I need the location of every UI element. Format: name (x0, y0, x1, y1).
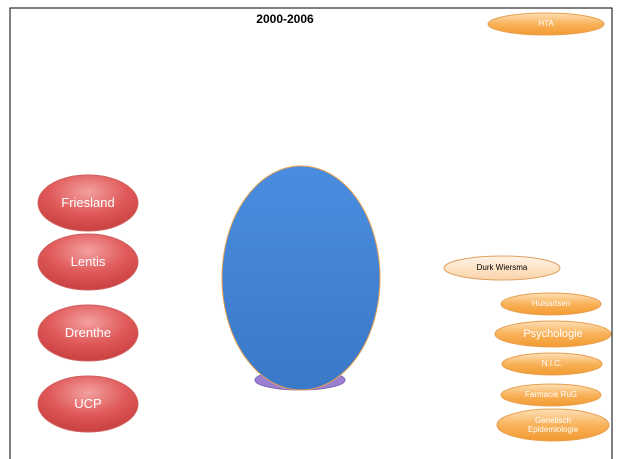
center-ellipse (221, 165, 381, 391)
node-psychologie (494, 320, 612, 348)
node-farmacie (500, 383, 602, 407)
node-genetisch (496, 408, 610, 442)
label: HTA (538, 19, 554, 29)
label: Friesland (61, 194, 115, 210)
label: Psychologie (523, 327, 583, 340)
label: Huisartsen (531, 299, 571, 309)
node-friesland (37, 174, 139, 232)
node-nic (501, 352, 603, 376)
label: Drenthe (64, 324, 112, 340)
node-lentis (37, 233, 139, 291)
label: Durk Wiersma (476, 263, 528, 273)
frame (9, 7, 613, 459)
node-ucp (37, 375, 139, 433)
node-huisartsen (500, 292, 602, 316)
label: Genetisch Epidemiologie (527, 415, 579, 434)
node-durk (443, 255, 561, 281)
label: N.I.C. (541, 359, 563, 369)
title: 2000-2006 (256, 12, 314, 27)
node-hta (487, 12, 605, 36)
label: Farmacie RuG (524, 390, 577, 400)
node-drenthe (37, 304, 139, 362)
label: UCP (74, 395, 102, 411)
label: Lentis (70, 253, 106, 269)
